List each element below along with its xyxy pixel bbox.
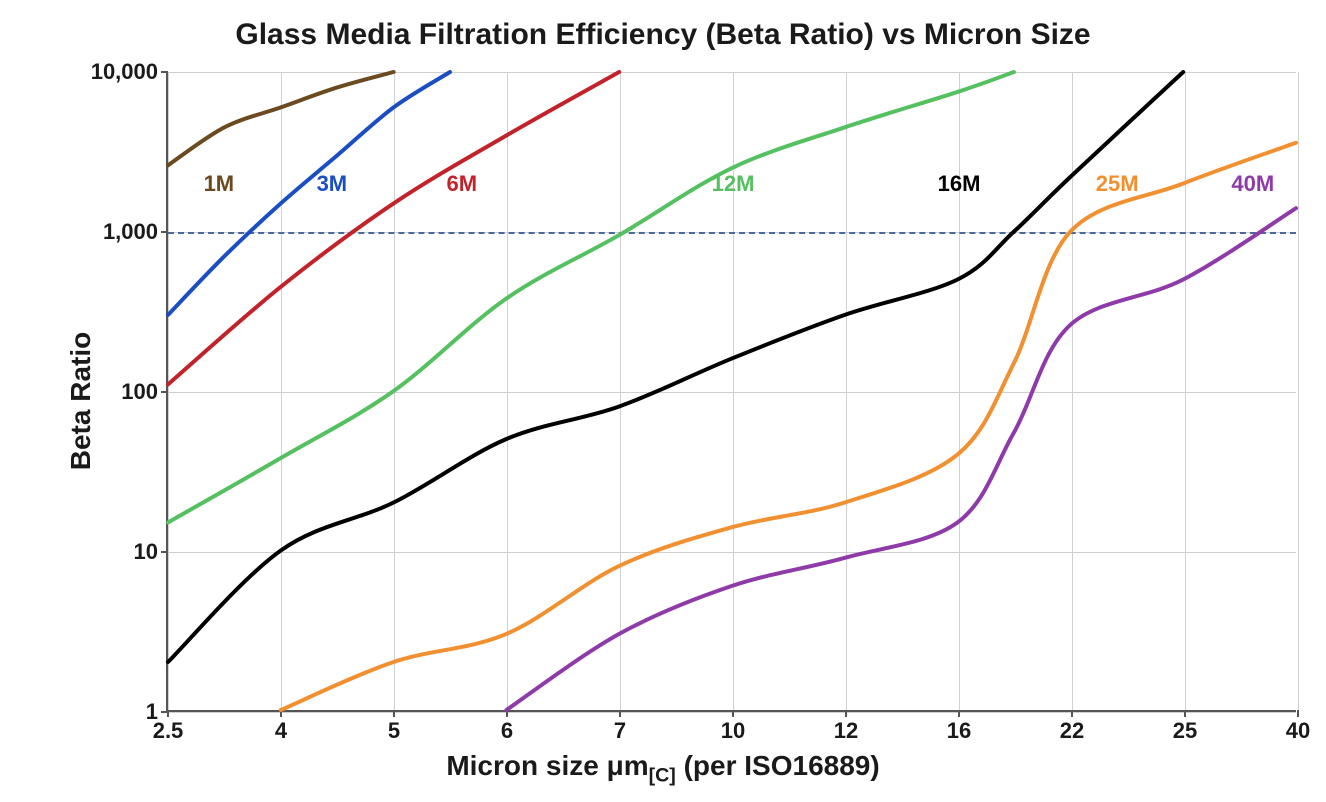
x-tick-label: 10: [721, 710, 745, 744]
series-line-1M: [168, 72, 394, 165]
x-tick-label: 22: [1060, 710, 1084, 744]
x-tick-label: 40: [1286, 710, 1310, 744]
x-tick-label: 4: [275, 710, 287, 744]
chart-title: Glass Media Filtration Efficiency (Beta …: [0, 18, 1326, 52]
series-line-16M: [168, 72, 1183, 662]
series-label-12M: 12M: [712, 171, 755, 197]
series-label-16M: 16M: [938, 171, 981, 197]
chart-container: Glass Media Filtration Efficiency (Beta …: [0, 0, 1326, 802]
series-label-25M: 25M: [1096, 171, 1139, 197]
grid-v: [1298, 72, 1299, 710]
x-tick-label: 12: [834, 710, 858, 744]
y-tick-label: 10: [134, 539, 168, 565]
series-line-12M: [168, 72, 1014, 522]
x-axis-label-text: Micron size μm[C] (per ISO16889): [446, 750, 879, 781]
series-line-6M: [168, 72, 619, 384]
series-label-40M: 40M: [1231, 171, 1274, 197]
x-tick-label: 7: [614, 710, 626, 744]
series-line-40M: [506, 208, 1296, 710]
series-label-6M: 6M: [447, 171, 478, 197]
x-tick-label: 2.5: [153, 710, 184, 744]
y-tick-label: 100: [121, 379, 168, 405]
x-tick-label: 6: [501, 710, 513, 744]
x-tick-label: 25: [1173, 710, 1197, 744]
x-axis-label: Micron size μm[C] (per ISO16889): [0, 750, 1326, 788]
series-line-25M: [281, 143, 1296, 710]
y-tick-label: 10,000: [91, 59, 168, 85]
plot-area: 1101001,00010,0002.545671012162225401M3M…: [166, 72, 1296, 712]
y-axis-label: Beta Ratio: [65, 332, 97, 470]
series-svg: [168, 72, 1296, 710]
y-tick-label: 1,000: [103, 219, 168, 245]
series-label-1M: 1M: [204, 171, 235, 197]
x-tick-label: 5: [388, 710, 400, 744]
x-tick-label: 16: [947, 710, 971, 744]
series-label-3M: 3M: [317, 171, 348, 197]
